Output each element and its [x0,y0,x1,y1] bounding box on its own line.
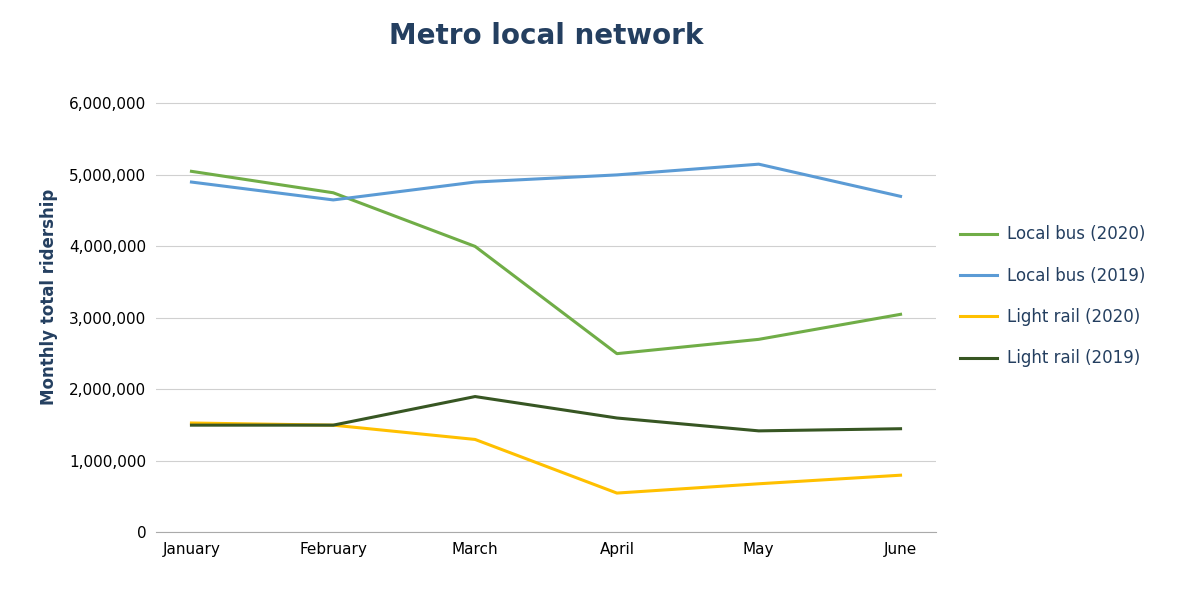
Local bus (2019) [326,196,341,203]
Light rail (2019) [326,422,341,429]
Light rail (2019) [468,393,482,400]
Light rail (2019) [610,414,624,422]
Local bus (2019) [751,160,766,168]
Local bus (2019) [185,178,199,186]
Local bus (2020) [185,168,199,175]
Light rail (2020) [468,436,482,443]
Local bus (2019) [893,193,907,200]
Legend: Local bus (2020), Local bus (2019), Light rail (2020), Light rail (2019): Local bus (2020), Local bus (2019), Ligh… [960,226,1145,367]
Light rail (2019) [185,422,199,429]
Local bus (2020) [893,311,907,318]
Light rail (2019) [893,425,907,433]
Line: Local bus (2019): Local bus (2019) [192,164,900,200]
Light rail (2020) [751,480,766,488]
Local bus (2020) [610,350,624,358]
Local bus (2019) [468,178,482,186]
Light rail (2019) [751,427,766,434]
Light rail (2020) [326,422,341,429]
Line: Light rail (2019): Light rail (2019) [192,396,900,431]
Light rail (2020) [185,419,199,427]
Y-axis label: Monthly total ridership: Monthly total ridership [40,188,58,405]
Local bus (2019) [610,171,624,178]
Light rail (2020) [610,489,624,497]
Title: Metro local network: Metro local network [389,22,703,50]
Local bus (2020) [751,336,766,343]
Local bus (2020) [468,243,482,250]
Line: Local bus (2020): Local bus (2020) [192,171,900,354]
Local bus (2020) [326,189,341,197]
Line: Light rail (2020): Light rail (2020) [192,423,900,493]
Light rail (2020) [893,471,907,479]
